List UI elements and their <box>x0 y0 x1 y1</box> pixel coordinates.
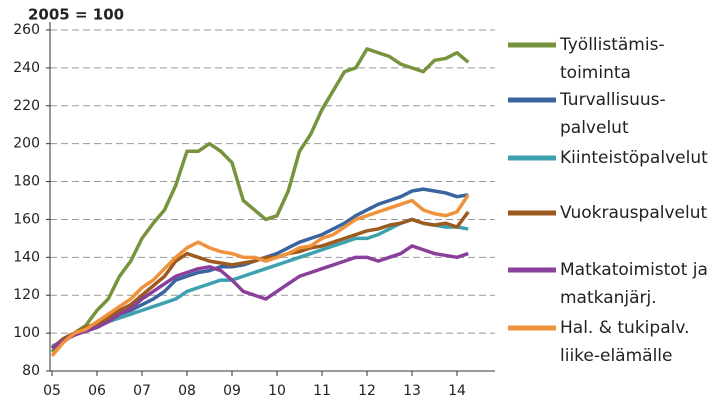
x-tick-label: 12 <box>358 383 376 399</box>
y-tick-label: 120 <box>13 287 40 303</box>
series-line <box>51 244 469 350</box>
x-tick-label: 10 <box>268 383 286 399</box>
x-tick-label: 11 <box>313 383 331 399</box>
y-tick-label: 220 <box>13 98 40 114</box>
x-tick-label: 09 <box>223 383 241 399</box>
series-line <box>50 210 470 350</box>
chart-title: 2005 = 100 <box>28 6 124 24</box>
y-tick-label: 100 <box>13 325 40 341</box>
x-tick-label: 08 <box>178 383 196 399</box>
x-tick-label: 05 <box>43 383 61 399</box>
x-tick-label: 07 <box>133 383 151 399</box>
legend-label: Kiinteistöpalvelut <box>560 148 708 168</box>
y-tick-label: 240 <box>13 60 40 76</box>
y-tick-label: 160 <box>13 211 40 227</box>
x-tick-label: 06 <box>88 383 106 399</box>
legend-label: Työllistämis-toiminta <box>559 35 665 83</box>
x-tick-label: 14 <box>448 383 466 399</box>
y-tick-label: 80 <box>22 363 40 379</box>
legend-label: Hal. & tukipalv. liike-elämälle <box>560 318 689 366</box>
series-line <box>50 47 470 354</box>
legend-label: Turvallisuus-palvelut <box>559 90 666 138</box>
legend-label: Vuokrauspalvelut <box>560 203 707 223</box>
legend-label: Matkatoimistot ja matkanjärj. <box>560 260 708 308</box>
y-tick-label: 180 <box>13 174 40 190</box>
x-tick-label: 13 <box>403 383 421 399</box>
series-line <box>50 193 470 357</box>
y-tick-label: 200 <box>13 136 40 152</box>
y-tick-label: 140 <box>13 249 40 265</box>
y-tick-label: 260 <box>13 22 40 38</box>
